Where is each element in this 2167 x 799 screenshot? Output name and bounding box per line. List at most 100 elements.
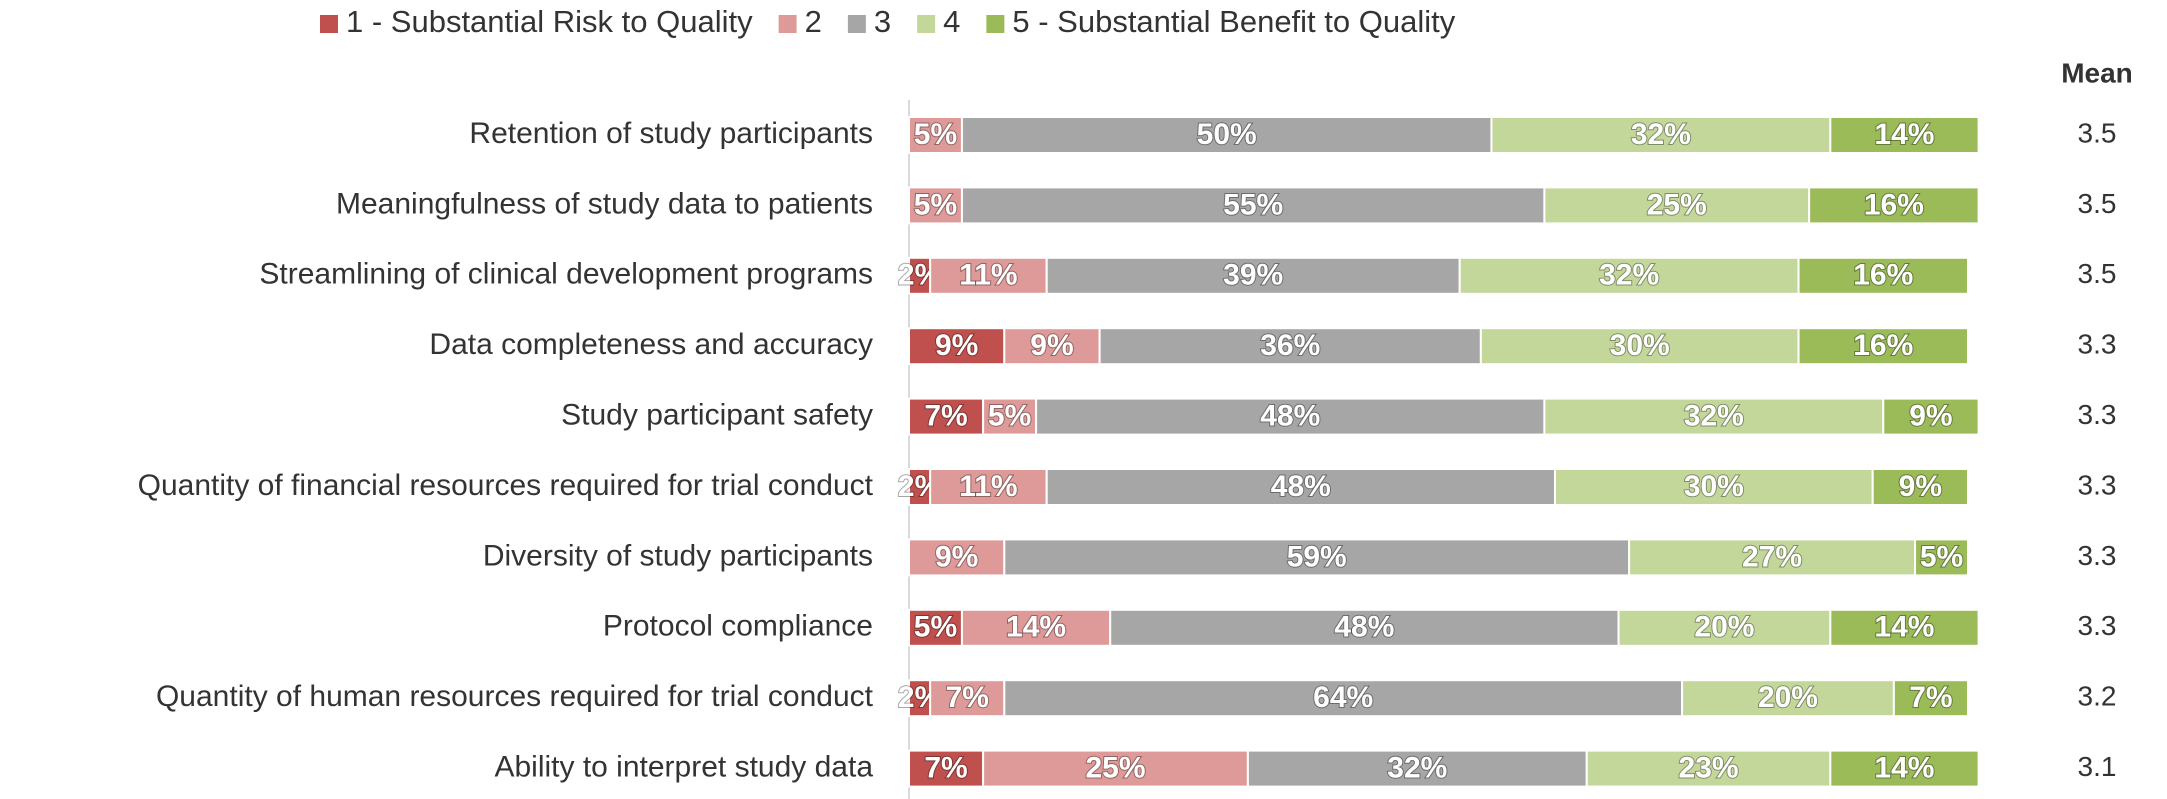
bar-segment	[1003, 538, 1631, 577]
bar-segment	[1035, 397, 1546, 436]
value-label: 36%	[1260, 329, 1320, 362]
value-label: 48%	[1334, 611, 1394, 644]
bar-segment	[1458, 256, 1800, 295]
value-label: 5%	[914, 118, 957, 151]
category-label: Retention of study participants	[469, 117, 873, 150]
value-label: 9%	[935, 540, 978, 573]
category-label: Diversity of study participants	[483, 539, 873, 572]
mean-value: 3.3	[2078, 610, 2117, 641]
value-label: 20%	[1758, 681, 1818, 714]
bar-segment	[908, 397, 985, 436]
legend-swatch	[847, 15, 866, 33]
category-label: Study participant safety	[561, 399, 873, 432]
bar-segment	[1628, 538, 1917, 577]
value-label: 14%	[1006, 611, 1066, 644]
bar-segment	[1829, 749, 1980, 788]
value-label: 30%	[1684, 470, 1744, 503]
value-label: 9%	[1899, 470, 1942, 503]
value-label: 20%	[1694, 611, 1754, 644]
value-label: 59%	[1287, 540, 1347, 573]
bar-segment	[908, 749, 985, 788]
legend-label: 5 - Substantial Benefit to Quality	[1012, 4, 1455, 39]
mean-value: 3.3	[2078, 469, 2117, 500]
bar-segment	[1681, 679, 1895, 718]
bar-segment	[1882, 397, 1980, 436]
bar-segment	[1553, 468, 1874, 506]
bar-segment	[1098, 327, 1482, 366]
value-label: 11%	[959, 259, 1017, 292]
bar-segment	[1617, 608, 1832, 647]
category-label: Quantity of financial resources required…	[138, 469, 874, 502]
mean-header: Mean	[2061, 57, 2133, 88]
legend-swatch	[986, 15, 1005, 33]
bar-segment	[1871, 468, 1969, 506]
value-label: 32%	[1684, 400, 1744, 433]
legend-swatch	[917, 15, 936, 33]
category-label: Meaningfulness of study data to patients	[336, 187, 873, 220]
bar-segment	[1892, 679, 1969, 718]
category-label: Quantity of human resources required for…	[156, 680, 874, 713]
mean-value: 3.3	[2078, 540, 2117, 571]
value-label: 5%	[914, 611, 957, 644]
bar-segment	[960, 116, 1493, 154]
value-label: 48%	[1271, 470, 1331, 503]
mean-value: 3.3	[2078, 399, 2117, 430]
bar-segment	[1109, 608, 1620, 647]
mean-value: 3.2	[2078, 681, 2117, 712]
bar-segment	[960, 608, 1112, 647]
mean-value: 3.5	[2078, 117, 2117, 148]
legend-label: 2	[805, 4, 822, 39]
value-label: 64%	[1313, 681, 1373, 714]
legend-label: 4	[943, 4, 960, 39]
bar-segment	[1797, 327, 1970, 366]
value-label: 9%	[1030, 329, 1073, 362]
category-label: Protocol compliance	[603, 610, 873, 643]
legend-swatch	[320, 15, 338, 33]
value-label: 7%	[1909, 681, 1952, 714]
category-label: Data completeness and accuracy	[429, 328, 873, 361]
value-label: 30%	[1610, 329, 1670, 362]
value-label: 16%	[1853, 259, 1913, 292]
bar-segment	[1829, 608, 1980, 647]
bar-segment	[1003, 327, 1101, 366]
value-label: 23%	[1679, 752, 1739, 785]
value-label: 48%	[1260, 400, 1320, 433]
value-label: 16%	[1853, 329, 1913, 362]
mean-value: 3.1	[2078, 751, 2117, 782]
mean-value: 3.5	[2078, 258, 2117, 289]
bar-segment	[1246, 749, 1588, 788]
bar-segment	[1045, 468, 1556, 506]
bar-segment	[1829, 116, 1980, 154]
bar-segment	[1797, 256, 1970, 295]
bar-segment	[929, 468, 1048, 506]
mean-value: 3.5	[2078, 188, 2117, 219]
value-label: 32%	[1387, 752, 1447, 785]
value-label: 25%	[1647, 188, 1707, 221]
value-label: 16%	[1864, 188, 1924, 221]
value-label: 25%	[1085, 752, 1145, 785]
legend-label: 3	[874, 4, 891, 39]
value-label: 7%	[924, 400, 967, 433]
value-label: 32%	[1631, 118, 1691, 151]
legend-label: 1 - Substantial Risk to Quality	[346, 4, 753, 39]
value-label: 11%	[959, 470, 1017, 503]
value-label: 32%	[1599, 259, 1659, 292]
bar-segment	[1543, 397, 1885, 436]
legend-swatch	[778, 15, 797, 33]
bar-segment	[1914, 538, 1970, 577]
value-label: 5%	[988, 400, 1031, 433]
value-label: 55%	[1223, 188, 1283, 221]
value-label: 9%	[1909, 400, 1952, 433]
value-label: 5%	[914, 188, 957, 221]
value-label: 50%	[1197, 118, 1257, 151]
value-label: 27%	[1742, 540, 1802, 573]
value-label: 14%	[1874, 752, 1934, 785]
bar-segment	[1479, 327, 1800, 366]
bar-segment	[908, 538, 1006, 577]
bar-segment	[1490, 116, 1832, 154]
value-label: 7%	[924, 752, 967, 785]
category-label: Streamlining of clinical development pro…	[259, 258, 873, 291]
bar-segment	[1808, 186, 1980, 225]
value-label: 9%	[935, 329, 978, 362]
